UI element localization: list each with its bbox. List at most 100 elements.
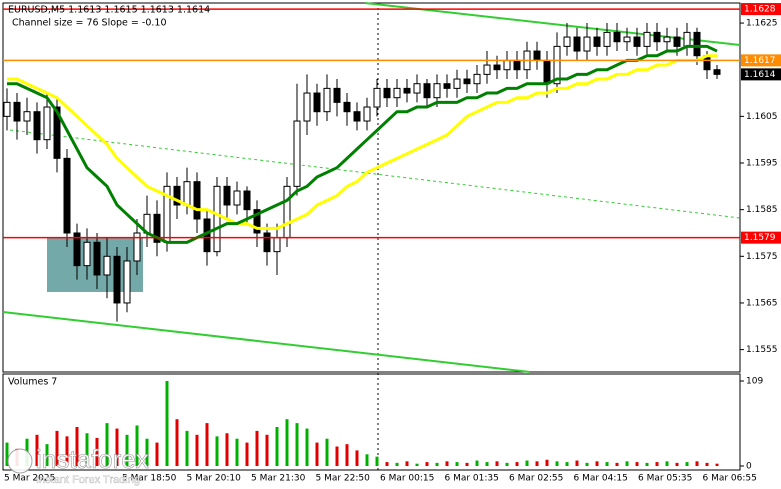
volume-bar [425, 462, 429, 466]
candle-body [253, 209, 261, 234]
volume-bar [415, 463, 419, 466]
candle-body [223, 185, 231, 206]
candle-body [543, 59, 551, 85]
candle-body [23, 111, 31, 122]
volume-bar [335, 446, 339, 466]
volume-bar [505, 462, 509, 466]
candle-body [373, 87, 381, 108]
candle-body [243, 190, 251, 211]
volume-bar [605, 462, 609, 466]
candle-body [213, 185, 221, 253]
volume-bar [405, 461, 409, 466]
candle-body [263, 232, 271, 253]
candle-body [673, 36, 681, 47]
candle-body [53, 106, 61, 159]
volume-bar [265, 434, 269, 466]
candle-body [463, 78, 471, 85]
price-marker-label: 1.1617 [744, 56, 776, 66]
y-tick-label: 1.1575 [746, 252, 778, 262]
candle-body [433, 83, 441, 99]
logo-icon [7, 448, 33, 474]
watermark: instaforex [36, 444, 149, 474]
volume-bar [155, 442, 159, 466]
x-tick-label: 5 Mar 18:50 [122, 474, 177, 484]
volume-bar [145, 438, 149, 466]
x-tick-label: 6 Mar 02:55 [509, 474, 563, 484]
volume-bar [445, 461, 449, 466]
volume-bar [365, 454, 369, 466]
price-marker-box [741, 231, 781, 244]
volume-bar [715, 463, 719, 466]
volume-bar [245, 442, 249, 466]
candle-body [303, 92, 311, 122]
candle-body [233, 190, 241, 206]
volume-tick-label: 0 [746, 462, 752, 472]
candle-body [113, 255, 121, 304]
x-tick-label: 5 Mar 21:30 [251, 474, 306, 484]
x-tick-label: 6 Mar 01:35 [445, 474, 499, 484]
candle-body [393, 87, 401, 99]
volume-bar [485, 462, 489, 466]
volume-bar [315, 442, 319, 466]
volume-bar [435, 462, 439, 466]
volume-bar [565, 462, 569, 466]
volume-bar [585, 462, 589, 466]
candle-body [133, 232, 141, 262]
candle-body [533, 50, 541, 61]
candle-body [193, 181, 201, 220]
volume-bar [205, 423, 209, 466]
volume-bar [525, 460, 529, 466]
candle-body [593, 36, 601, 47]
candle-body [293, 120, 301, 187]
chart-subtitle: Channel size = 76 Slope = -0.10 [12, 18, 167, 29]
candle-body [513, 59, 521, 71]
volume-bar [645, 462, 649, 466]
moving-average [7, 44, 718, 244]
candle-body [473, 73, 481, 85]
volume-bar [295, 423, 299, 466]
candle-body [43, 106, 51, 141]
candle-body [123, 260, 131, 304]
volume-bar [455, 462, 459, 466]
watermark-tagline: Instant Forex Trading [36, 474, 140, 486]
candle-body [663, 36, 671, 43]
volume-bar [475, 460, 479, 466]
candle-body [483, 64, 491, 75]
candle-body [353, 111, 361, 122]
volume-bar [95, 437, 99, 466]
candle-body [573, 36, 581, 52]
candle-body [613, 31, 621, 43]
candle-body [343, 101, 351, 113]
volume-bar [125, 434, 129, 466]
candle-body [643, 31, 651, 47]
x-tick-label: 6 Mar 05:35 [638, 474, 692, 484]
volume-bar [685, 462, 689, 466]
volume-bar [465, 462, 469, 466]
candle-body [623, 36, 631, 43]
volume-bar [385, 462, 389, 466]
volume-bar [705, 462, 709, 466]
volume-bar [345, 444, 349, 466]
candle-body [153, 213, 161, 243]
volume-bar [635, 462, 639, 466]
volume-tick-label: 109 [746, 377, 763, 387]
volume-bar [75, 427, 79, 466]
candle-body [93, 241, 101, 276]
candle-body [3, 101, 11, 117]
candle-body [403, 87, 411, 94]
volume-bar [495, 461, 499, 466]
x-tick-label: 5 Mar 20:10 [187, 474, 242, 484]
volume-bar [135, 425, 139, 466]
y-tick-label: 1.1605 [746, 112, 778, 122]
x-tick-label: 6 Mar 00:15 [380, 474, 434, 484]
candle-body [653, 31, 661, 43]
candle-body [73, 232, 81, 267]
volume-panel-frame [2, 373, 741, 471]
candle-body [183, 181, 191, 206]
candle-body [443, 83, 451, 89]
candle-body [363, 106, 371, 122]
candle-body [713, 69, 721, 75]
plot-layer: 1.1625 1.1605 1.1595 1.1585 1.1575 1.1565 1.15… [3, 3, 781, 484]
volume-bar [215, 436, 219, 466]
